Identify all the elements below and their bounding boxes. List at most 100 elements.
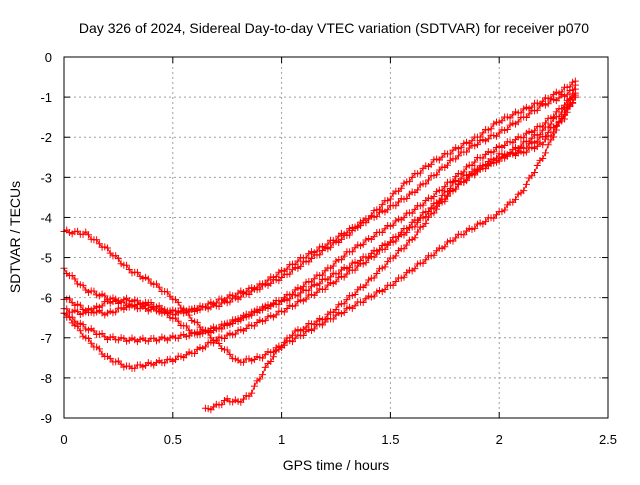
data-point-marker xyxy=(539,141,547,149)
data-point-marker xyxy=(544,100,552,108)
data-point-marker xyxy=(340,300,348,308)
data-point-marker xyxy=(452,234,460,242)
data-point-marker xyxy=(259,354,267,362)
data-point-marker xyxy=(212,299,220,307)
data-point-marker xyxy=(71,275,79,283)
data-point-marker xyxy=(308,254,316,262)
data-point-marker xyxy=(441,243,449,251)
data-point-marker xyxy=(444,161,452,169)
data-point-marker xyxy=(95,345,103,353)
data-point-marker xyxy=(182,322,190,330)
x-tick-label: 1 xyxy=(278,432,285,447)
data-point-marker xyxy=(329,315,337,323)
data-point-marker xyxy=(384,258,392,266)
data-point-marker xyxy=(482,162,490,170)
data-point-marker xyxy=(329,262,337,270)
data-point-marker xyxy=(133,268,141,276)
data-point-marker xyxy=(487,125,495,133)
data-point-marker xyxy=(558,117,566,125)
data-point-marker xyxy=(400,273,408,281)
data-point-marker xyxy=(389,221,397,229)
data-point-marker xyxy=(359,298,367,306)
data-point-marker xyxy=(454,152,462,160)
data-point-marker xyxy=(201,343,209,351)
y-tick-label: 0 xyxy=(45,50,52,65)
data-point-marker xyxy=(223,346,231,354)
data-point-marker xyxy=(533,142,541,150)
data-point-marker xyxy=(452,185,460,193)
data-point-marker xyxy=(104,244,112,252)
data-point-marker xyxy=(354,222,362,230)
data-point-marker xyxy=(106,354,114,362)
data-point-marker xyxy=(441,197,449,205)
data-point-marker xyxy=(261,363,269,371)
data-point-marker xyxy=(547,132,555,140)
data-point-marker xyxy=(433,171,441,179)
data-point-marker xyxy=(193,318,201,326)
data-point-marker xyxy=(343,229,351,237)
data-point-marker xyxy=(539,155,547,163)
data-point-marker xyxy=(370,292,378,300)
data-point-marker xyxy=(392,252,400,260)
data-point-marker xyxy=(422,219,430,227)
series-track-6 xyxy=(60,93,579,372)
data-point-marker xyxy=(275,300,283,308)
data-point-marker xyxy=(471,169,479,177)
data-point-marker xyxy=(191,349,199,357)
data-point-marker xyxy=(321,285,329,293)
data-point-marker xyxy=(392,278,400,286)
data-point-marker xyxy=(267,358,275,366)
y-tick-label: -4 xyxy=(40,210,52,225)
data-point-marker xyxy=(313,247,321,255)
data-point-marker xyxy=(373,270,381,278)
data-point-marker xyxy=(74,322,82,330)
data-point-marker xyxy=(541,149,549,157)
data-point-marker xyxy=(324,240,332,248)
data-point-marker xyxy=(438,153,446,161)
data-point-marker xyxy=(503,126,511,134)
x-tick-label: 1.5 xyxy=(381,432,399,447)
series-line xyxy=(63,96,576,369)
data-point-marker xyxy=(226,350,234,358)
data-point-marker xyxy=(269,353,277,361)
series-layer xyxy=(60,77,579,414)
data-point-marker xyxy=(261,280,269,288)
data-point-marker xyxy=(531,169,539,177)
data-point-marker xyxy=(261,317,269,325)
data-point-marker xyxy=(343,296,351,304)
data-point-marker xyxy=(414,228,422,236)
data-point-marker xyxy=(65,313,73,321)
data-point-marker xyxy=(419,201,427,209)
data-point-marker xyxy=(226,298,234,306)
data-point-marker xyxy=(163,288,171,296)
series-track-7 xyxy=(201,93,579,414)
data-point-marker xyxy=(101,292,109,300)
data-point-marker xyxy=(112,308,120,316)
data-point-marker xyxy=(416,169,424,177)
x-tick-label: 2.5 xyxy=(599,432,617,447)
data-point-marker xyxy=(242,288,250,296)
data-point-marker xyxy=(403,195,411,203)
data-point-marker xyxy=(234,318,242,325)
data-point-marker xyxy=(463,175,471,183)
data-point-marker xyxy=(332,278,340,286)
data-point-marker xyxy=(501,142,509,150)
data-point-marker xyxy=(98,302,106,310)
data-point-marker xyxy=(272,273,280,281)
data-point-marker xyxy=(93,236,101,244)
data-point-marker xyxy=(411,265,419,273)
y-axis-label: SDTVAR / TECUs xyxy=(7,181,23,293)
data-point-marker xyxy=(403,241,411,249)
data-point-marker xyxy=(278,344,286,352)
data-point-marker xyxy=(386,195,394,203)
data-point-marker xyxy=(79,281,87,289)
data-point-marker xyxy=(408,173,416,181)
data-point-marker xyxy=(373,250,381,258)
data-point-marker xyxy=(84,334,92,342)
data-point-marker xyxy=(533,106,541,114)
data-point-marker xyxy=(463,148,471,156)
data-point-marker xyxy=(430,209,438,217)
data-point-marker xyxy=(297,262,305,270)
data-point-marker xyxy=(172,356,180,364)
data-point-marker xyxy=(351,266,359,274)
